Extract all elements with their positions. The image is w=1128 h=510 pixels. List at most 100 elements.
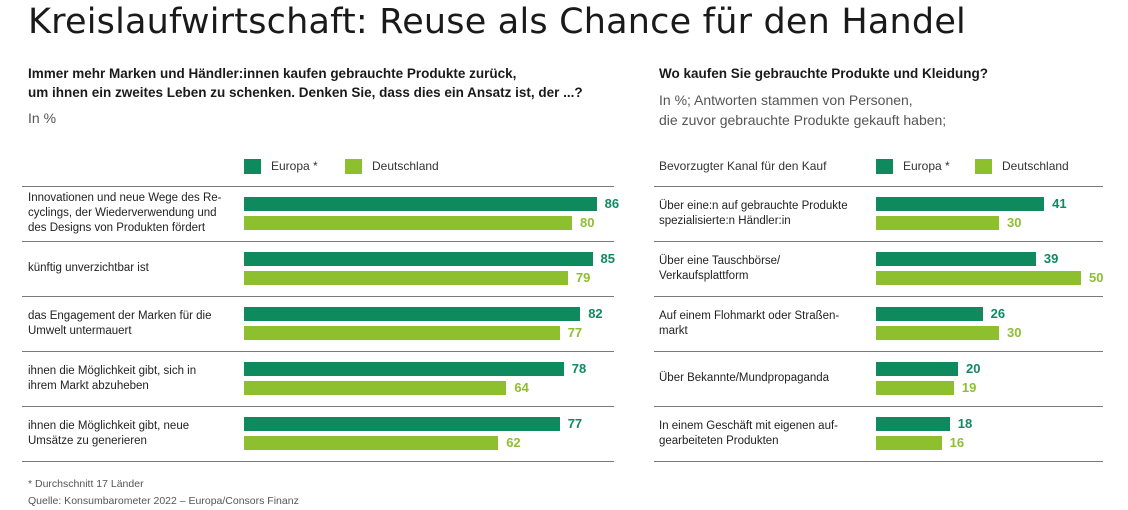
left-question-line-2: um ihnen ein zweites Leben zu schenken. … <box>28 85 583 100</box>
left-divider <box>22 406 614 407</box>
left-bar-europa <box>244 197 597 211</box>
left-question: Immer mehr Marken und Händler:innen kauf… <box>28 64 583 102</box>
right-category-label: Über eine Tauschbörse/Verkaufsplattform <box>659 254 869 284</box>
right-value-label: 41 <box>1052 196 1067 211</box>
left-category-label: ihnen die Möglichkeit gibt, neue Umsätze … <box>28 419 238 449</box>
right-value-label: 20 <box>966 361 981 376</box>
left-category-label-line: Umsätze zu generieren <box>28 434 147 447</box>
left-bar-deutschland <box>244 381 507 395</box>
left-category-label-line: ihnen die Möglichkeit gibt, neue <box>28 419 190 432</box>
right-value-label: 19 <box>961 380 977 395</box>
right-category-label-line: Auf einem Flohmarkt oder Straßen- <box>659 309 840 322</box>
right-divider <box>654 296 1103 297</box>
left-value-label: 64 <box>514 380 529 395</box>
left-value-label: 62 <box>506 435 521 450</box>
right-bar-europa <box>876 417 950 431</box>
right-category-label: Über Bekannte/Mundpropaganda <box>659 371 869 386</box>
left-category-label-line: cyclings, der Wiederverwendung und <box>28 207 217 219</box>
right-category-label-line: In einem Geschäft mit eigenen auf- <box>659 419 838 432</box>
left-category-label-line: das Engagement der Marken für die <box>28 309 212 322</box>
left-bar-deutschland <box>244 326 560 340</box>
europa-swatch <box>876 158 893 174</box>
left-value-label: 80 <box>580 215 595 230</box>
europa-swatch <box>244 158 261 174</box>
right-bar-europa <box>876 307 983 321</box>
left-category-label-line: ihnen die Möglichkeit gibt, sich in <box>28 364 197 377</box>
footnote: * Durchschnitt 17 Länder <box>28 478 144 490</box>
right-bar-deutschland <box>876 381 954 395</box>
left-unit: In % <box>28 110 57 126</box>
left-category-label-line: des Designs von Produkten fördert <box>28 222 206 234</box>
left-category-label: künftig unverzichtbar ist <box>28 261 238 276</box>
right-category-label-line: spezialisierte:n Händler:in <box>659 214 791 227</box>
left-divider <box>22 461 614 462</box>
left-value-label: 77 <box>567 416 583 431</box>
chart-title: Kreislaufwirtschaft: Reuse als Chance fü… <box>28 2 966 42</box>
right-value-label: 18 <box>957 416 973 431</box>
left-category-label: das Engagement der Marken für die Umwelt … <box>28 309 238 339</box>
left-question-line-1: Immer mehr Marken und Händler:innen kauf… <box>28 66 517 81</box>
right-divider <box>654 406 1103 407</box>
right-category-label: Auf einem Flohmarkt oder Straßen-markt <box>659 309 869 339</box>
right-legend-europa: Europa * <box>876 158 950 174</box>
right-value-label: 26 <box>990 306 1006 321</box>
right-value-label: 50 <box>1089 270 1104 285</box>
right-category-label-line: Über Bekannte/Mundpropaganda <box>659 372 830 384</box>
left-divider <box>22 241 614 242</box>
left-bar-deutschland <box>244 216 572 230</box>
right-bar-deutschland <box>876 216 999 230</box>
left-bar-deutschland <box>244 436 499 450</box>
right-category-label-line: Über eine Tauschbörse/ <box>659 254 781 267</box>
left-bar-europa <box>244 252 593 266</box>
deutschland-swatch <box>345 158 362 174</box>
left-value-label: 86 <box>604 196 620 211</box>
left-value-label: 82 <box>588 306 603 321</box>
right-value-label: 30 <box>1007 325 1022 340</box>
left-value-label: 78 <box>571 361 587 376</box>
left-value-label: 79 <box>575 270 591 285</box>
left-legend-europa-label: Europa * <box>271 159 318 173</box>
left-category-label: ihnen die Möglichkeit gibt, sich in ihrem… <box>28 364 238 394</box>
deutschland-swatch <box>975 158 992 174</box>
right-divider <box>654 461 1103 462</box>
right-divider <box>654 351 1103 352</box>
right-question: Wo kaufen Sie gebrauchte Produkte und Kl… <box>659 66 989 81</box>
left-divider <box>22 186 614 187</box>
right-legend-deutschland: Deutschland <box>975 158 1069 174</box>
left-divider <box>22 296 614 297</box>
left-legend-europa: Europa * <box>244 158 318 174</box>
left-legend-deutschland-label: Deutschland <box>372 159 439 173</box>
left-divider <box>22 351 614 352</box>
left-bar-deutschland <box>244 271 568 285</box>
right-category-label-line: Über eine:n auf gebrauchte Produkte <box>659 199 848 212</box>
right-category-label-line: Verkaufsplattform <box>659 269 749 282</box>
right-category-label: In einem Geschäft mit eigenen auf-gearbe… <box>659 419 869 449</box>
right-bar-deutschland <box>876 326 999 340</box>
right-value-label: 30 <box>1007 215 1022 230</box>
right-divider <box>654 241 1103 242</box>
left-value-label: 77 <box>567 325 583 340</box>
source: Quelle: Konsumbarometer 2022 – Europa/Co… <box>28 495 299 507</box>
left-bar-europa <box>244 307 581 321</box>
right-category-label-line: markt <box>659 324 688 337</box>
left-bar-europa <box>244 417 560 431</box>
right-bar-deutschland <box>876 271 1081 285</box>
left-category-label: Innovationen und neue Wege des Re-cyclin… <box>28 191 238 236</box>
channel-header: Bevorzugter Kanal für den Kauf <box>659 159 827 173</box>
right-category-label: Über eine:n auf gebrauchte Produkte spezi… <box>659 199 869 229</box>
right-value-label: 16 <box>949 435 965 450</box>
left-category-label-line: Umwelt untermauert <box>28 324 132 337</box>
right-unit-line-2: die zuvor gebrauchte Produkte gekauft ha… <box>659 112 947 128</box>
left-bar-europa <box>244 362 564 376</box>
right-value-label: 39 <box>1043 251 1059 266</box>
right-legend-europa-label: Europa * <box>903 159 950 173</box>
left-value-label: 85 <box>600 251 615 266</box>
left-legend-deutschland: Deutschland <box>345 158 439 174</box>
right-bar-europa <box>876 362 958 376</box>
right-bar-deutschland <box>876 436 942 450</box>
right-unit: In %; Antworten stammen von Personen, di… <box>659 90 946 130</box>
right-category-label-line: gearbeiteten Produkten <box>659 434 779 447</box>
right-bar-europa <box>876 197 1045 211</box>
right-legend-deutschland-label: Deutschland <box>1002 159 1069 173</box>
right-bar-europa <box>876 252 1036 266</box>
